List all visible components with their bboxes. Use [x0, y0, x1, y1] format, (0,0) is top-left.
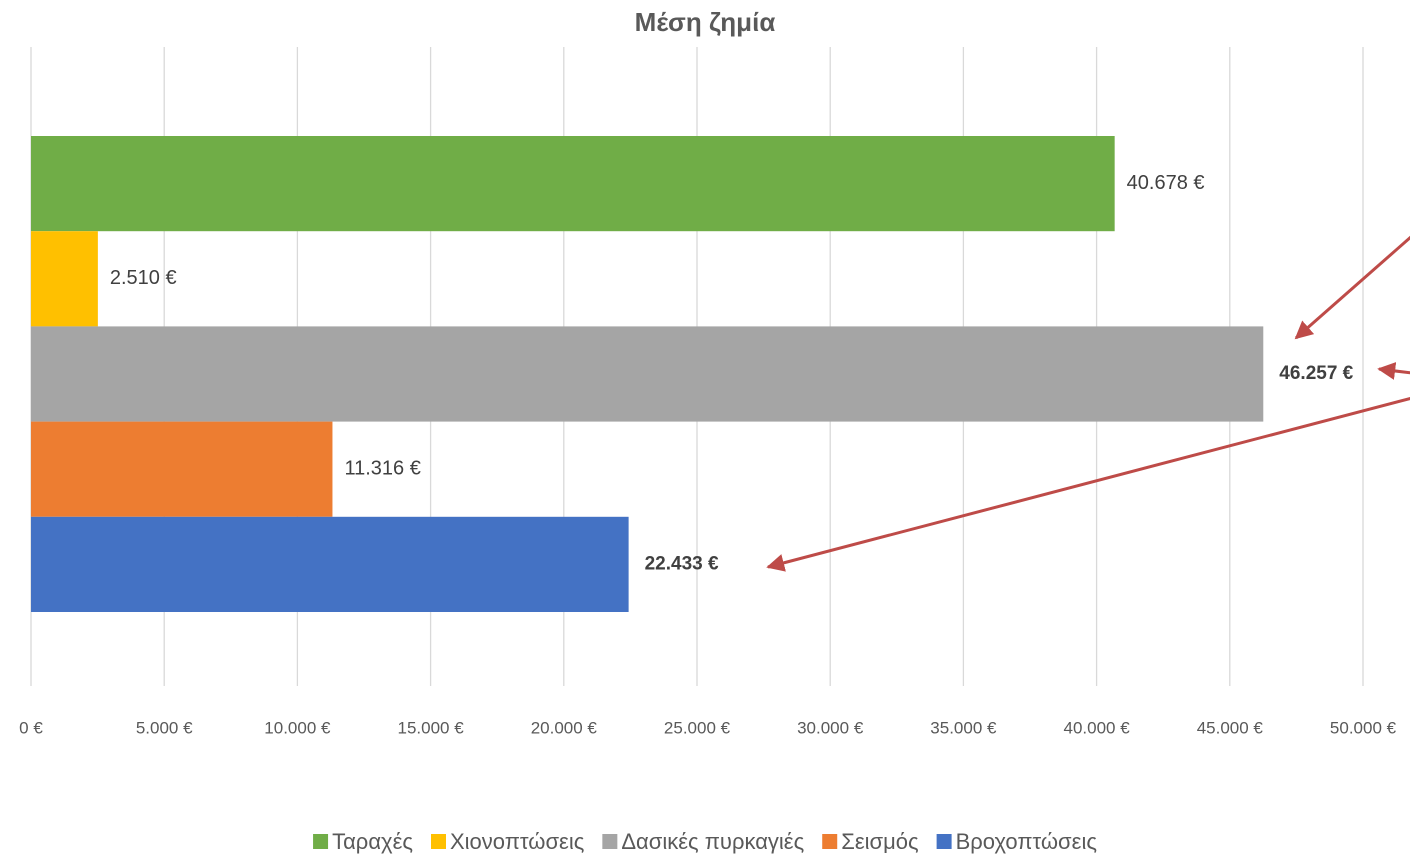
legend-swatch: [431, 834, 446, 849]
annotation-arrows: [766, 235, 1410, 572]
x-tick-label: 20.000 €: [531, 718, 598, 737]
value-label: 2.510 €: [110, 267, 177, 289]
legend-label: Βροχοπτώσεις: [956, 829, 1097, 854]
legend-label: Ταραχές: [332, 829, 413, 854]
arrow: [1294, 235, 1410, 340]
x-tick-label: 25.000 €: [664, 718, 731, 737]
x-tick-label: 35.000 €: [930, 718, 997, 737]
bar: [31, 326, 1264, 422]
x-tick-label: 50.000 €: [1330, 718, 1397, 737]
legend-label: Χιονοπτώσεις: [450, 829, 584, 854]
arrow: [1377, 362, 1410, 380]
legend-swatch: [822, 834, 838, 849]
value-label: 46.257 €: [1279, 363, 1353, 384]
bar: [31, 516, 629, 612]
x-tick-label: 0 €: [19, 718, 43, 737]
chart-title: Μέση ζημία: [635, 7, 776, 37]
legend-label: Δασικές πυρκαγιές: [621, 829, 804, 854]
bar: [31, 421, 333, 517]
value-label: 22.433 €: [645, 553, 719, 574]
arrow: [766, 396, 1410, 572]
value-label: 40.678 €: [1127, 172, 1205, 194]
value-label: 11.316 €: [344, 457, 420, 479]
legend-swatch: [602, 834, 618, 849]
x-tick-label: 10.000 €: [264, 718, 331, 737]
x-tick-label: 40.000 €: [1064, 718, 1131, 737]
x-tick-label: 5.000 €: [136, 718, 193, 737]
legend-label: Σεισμός: [841, 829, 918, 854]
legend-swatch: [313, 834, 329, 849]
x-tick-label: 45.000 €: [1197, 718, 1264, 737]
x-tick-label: 15.000 €: [398, 718, 465, 737]
legend-swatch: [936, 834, 952, 849]
bar: [31, 231, 98, 327]
bar: [31, 136, 1115, 232]
x-tick-label: 30.000 €: [797, 718, 864, 737]
